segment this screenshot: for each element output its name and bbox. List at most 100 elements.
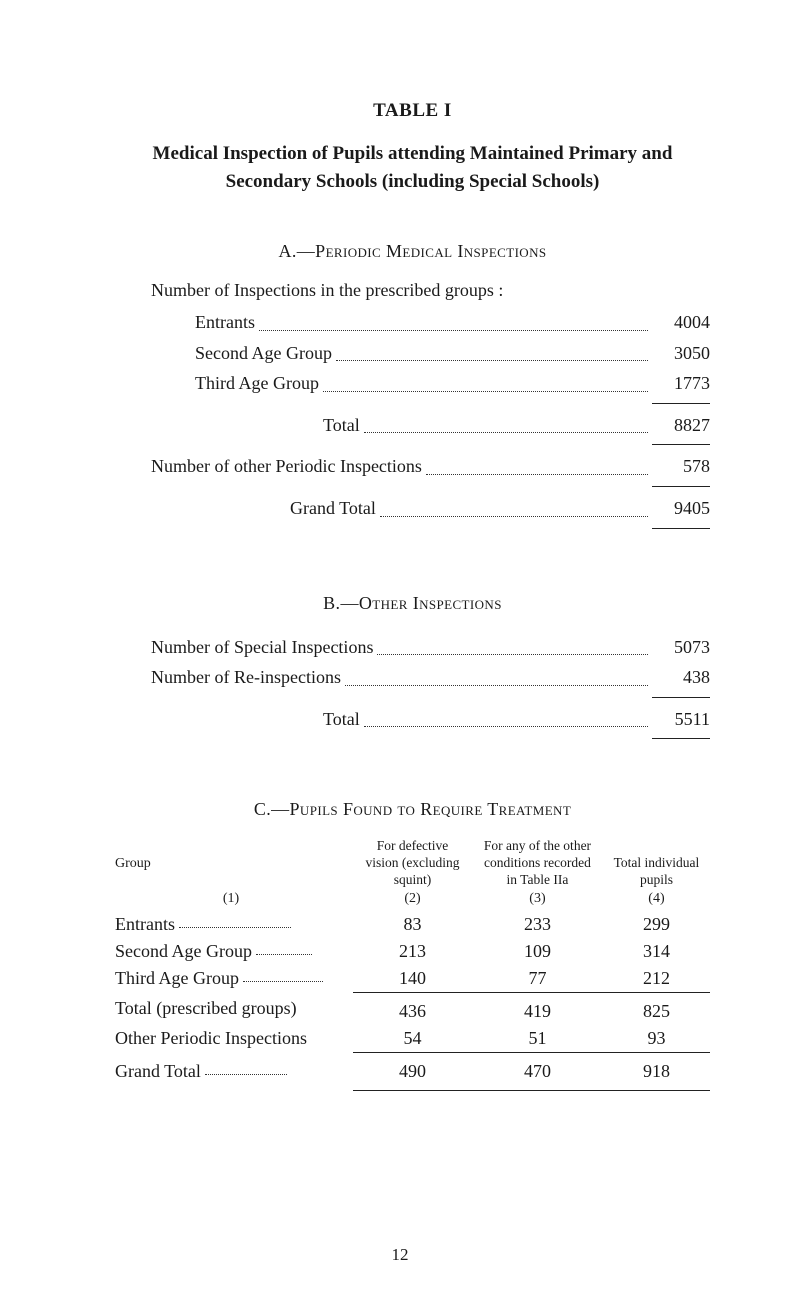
cell-entrants-label: Entrants: [115, 911, 353, 938]
cell: 299: [603, 911, 710, 938]
label-text: Grand Total: [115, 1061, 201, 1081]
colnum-4: (4): [603, 891, 710, 911]
leader-dots: [336, 338, 648, 362]
divider-rule: [652, 528, 710, 529]
row-total-value: 8827: [652, 410, 710, 441]
row-grand-total: Grand Total 9405: [115, 493, 710, 524]
row-second: Second Age Group 3050: [115, 338, 710, 369]
section-a-heading: A.—Periodic Medical Inspections: [115, 241, 710, 262]
table-subtitle: Medical Inspection of Pupils attending M…: [133, 140, 693, 195]
section-c-heading-text: C.—Pupils Found to Require Treatment: [254, 799, 571, 819]
row-b-total-label: Total: [323, 704, 360, 735]
page: TABLE I Medical Inspection of Pupils att…: [0, 0, 800, 1305]
leader-dots: [323, 368, 648, 392]
leader-dots: [377, 632, 648, 656]
table-row: Entrants 83 233 299: [115, 911, 710, 938]
row-second-label: Second Age Group: [195, 338, 332, 369]
leader-dots: [426, 451, 648, 475]
section-a: A.—Periodic Medical Inspections Number o…: [115, 241, 710, 529]
row-other-periodic-value: 578: [652, 451, 710, 482]
row-total-label: Total: [323, 410, 360, 441]
divider-rule: [652, 486, 710, 487]
cell: 419: [472, 993, 603, 1026]
col-group-header: Group: [115, 838, 353, 891]
cell-totpresc-label: Total (prescribed groups): [115, 993, 353, 1026]
row-grand-total-label: Grand Total: [290, 493, 376, 524]
row-third-value: 1773: [652, 368, 710, 399]
cell-grand-label: Grand Total: [115, 1053, 353, 1091]
row-second-value: 3050: [652, 338, 710, 369]
col-4-header: Total individual pupils: [603, 838, 710, 891]
row-special-label: Number of Special Inspections: [151, 632, 373, 663]
section-b-heading: B.—Other Inspections: [115, 593, 710, 614]
leader-dots: [259, 307, 648, 331]
table-colnum-row: (1) (2) (3) (4): [115, 891, 710, 911]
table-row: Other Periodic Inspections 54 51 93: [115, 1025, 710, 1053]
row-entrants: Entrants 4004: [115, 307, 710, 338]
table-row-grand: Grand Total 490 470 918: [115, 1053, 710, 1091]
cell: 83: [353, 911, 472, 938]
cell-other-label: Other Periodic Inspections: [115, 1025, 353, 1053]
section-b: B.—Other Inspections Number of Special I…: [115, 593, 710, 740]
table-c: Group For defective vision (excluding sq…: [115, 838, 710, 1091]
col-3-header: For any of the other conditions recorded…: [472, 838, 603, 891]
subtitle-line2: Secondary Schools (including Special Sch…: [226, 171, 600, 192]
divider-rule: [652, 697, 710, 698]
cell: 490: [353, 1053, 472, 1091]
cell: 77: [472, 965, 603, 993]
leader-dots: [179, 927, 291, 928]
cell: 51: [472, 1025, 603, 1053]
divider-rule: [652, 444, 710, 445]
row-other-periodic: Number of other Periodic Inspections 578: [115, 451, 710, 482]
subtitle-line1: Medical Inspection of Pupils attending M…: [153, 143, 673, 164]
row-other-periodic-label: Number of other Periodic Inspections: [151, 451, 422, 482]
cell: 212: [603, 965, 710, 993]
leader-dots: [380, 493, 648, 517]
leader-dots: [256, 954, 312, 955]
row-b-total: Total 5511: [115, 704, 710, 735]
table-row: Second Age Group 213 109 314: [115, 938, 710, 965]
row-special-value: 5073: [652, 632, 710, 663]
section-b-heading-text: B.—Other Inspections: [323, 593, 502, 613]
cell: 825: [603, 993, 710, 1026]
cell: 314: [603, 938, 710, 965]
leader-dots: [345, 662, 648, 686]
cell: 470: [472, 1053, 603, 1091]
table-title: TABLE I: [115, 100, 710, 122]
section-a-heading-text: A.—Periodic Medical Inspections: [278, 241, 546, 261]
cell: 54: [353, 1025, 472, 1053]
row-b-total-value: 5511: [652, 704, 710, 735]
row-entrants-label: Entrants: [195, 307, 255, 338]
table-header-row: Group For defective vision (excluding sq…: [115, 838, 710, 891]
colnum-1: (1): [115, 891, 353, 911]
colnum-2: (2): [353, 891, 472, 911]
col-2-header: For defective vision (excluding squint): [353, 838, 472, 891]
row-reinsp-label: Number of Re-inspections: [151, 662, 341, 693]
row-special: Number of Special Inspections 5073: [115, 632, 710, 663]
cell: 918: [603, 1053, 710, 1091]
cell: 109: [472, 938, 603, 965]
label-text: Other Periodic Inspections: [115, 1028, 307, 1048]
row-entrants-value: 4004: [652, 307, 710, 338]
label-text: Entrants: [115, 914, 175, 934]
cell: 436: [353, 993, 472, 1026]
section-c-heading: C.—Pupils Found to Require Treatment: [115, 799, 710, 820]
cell: 140: [353, 965, 472, 993]
leader-dots: [243, 981, 323, 982]
row-third: Third Age Group 1773: [115, 368, 710, 399]
leader-dots: [364, 704, 648, 728]
table-row: Third Age Group 140 77 212: [115, 965, 710, 993]
divider-rule: [652, 403, 710, 404]
cell-second-label: Second Age Group: [115, 938, 353, 965]
table-row-subtotal: Total (prescribed groups) 436 419 825: [115, 993, 710, 1026]
cell: 213: [353, 938, 472, 965]
row-reinsp: Number of Re-inspections 438: [115, 662, 710, 693]
cell: 93: [603, 1025, 710, 1053]
cell-third-label: Third Age Group: [115, 965, 353, 993]
section-a-intro: Number of Inspections in the prescribed …: [115, 280, 710, 301]
label-text: Total (prescribed groups): [115, 998, 297, 1018]
leader-dots: [205, 1074, 287, 1075]
page-number: 12: [0, 1245, 800, 1265]
row-reinsp-value: 438: [652, 662, 710, 693]
label-text: Second Age Group: [115, 941, 252, 961]
